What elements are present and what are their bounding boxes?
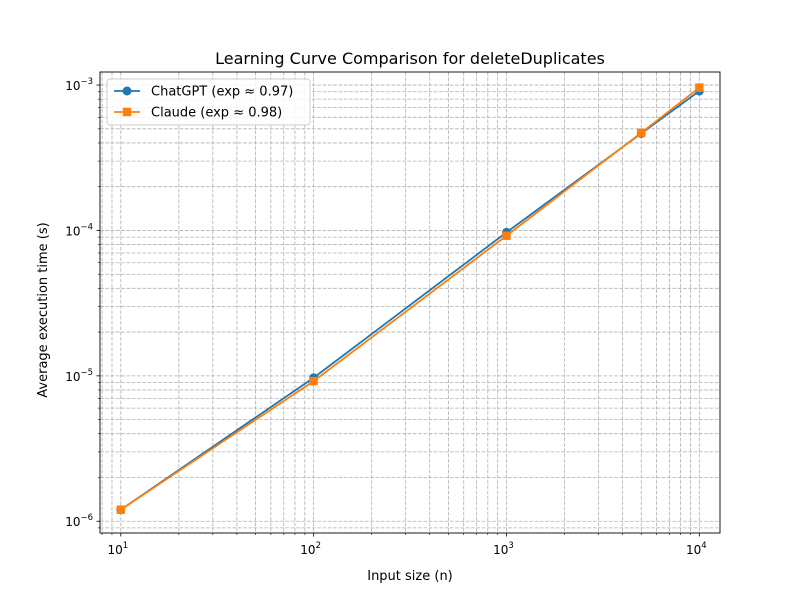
data-point — [637, 128, 646, 137]
data-point — [695, 83, 704, 92]
legend-label: ChatGPT (exp ≈ 0.97) — [151, 85, 293, 100]
legend-marker — [122, 86, 132, 96]
x-tick-label: 101 — [107, 541, 128, 557]
y-tick-label: 10−4 — [65, 222, 93, 238]
y-tick-label: 10−5 — [65, 368, 93, 384]
y-tick-label: 10−6 — [65, 513, 93, 529]
data-point — [309, 376, 318, 386]
data-point — [116, 505, 126, 514]
x-tick-label: 104 — [686, 541, 707, 557]
legend-label: Claude (exp ≈ 0.98) — [151, 106, 282, 121]
y-axis-label: Average execution time (s) — [36, 222, 51, 397]
x-axis-label: Input size (n) — [367, 569, 453, 584]
axes-frame — [99, 71, 721, 534]
plot-area: 101 102 103 104 10−6 10−5 10−4 10−3 ChatGPT (exp… — [65, 71, 721, 557]
legend: ChatGPT (exp ≈ 0.97) Claude (exp ≈ 0.98) — [106, 78, 311, 126]
legend-box — [106, 78, 311, 126]
series-2 — [116, 83, 704, 514]
legend-marker — [122, 107, 132, 117]
x-grid — [101, 72, 700, 533]
x-tick-label: 102 — [300, 541, 321, 557]
chart-title: Learning Curve Comparison for deleteDupl… — [215, 49, 605, 68]
data-point — [502, 231, 511, 240]
y-tick-label: 10−3 — [65, 77, 93, 93]
x-tick-label: 103 — [493, 541, 514, 557]
